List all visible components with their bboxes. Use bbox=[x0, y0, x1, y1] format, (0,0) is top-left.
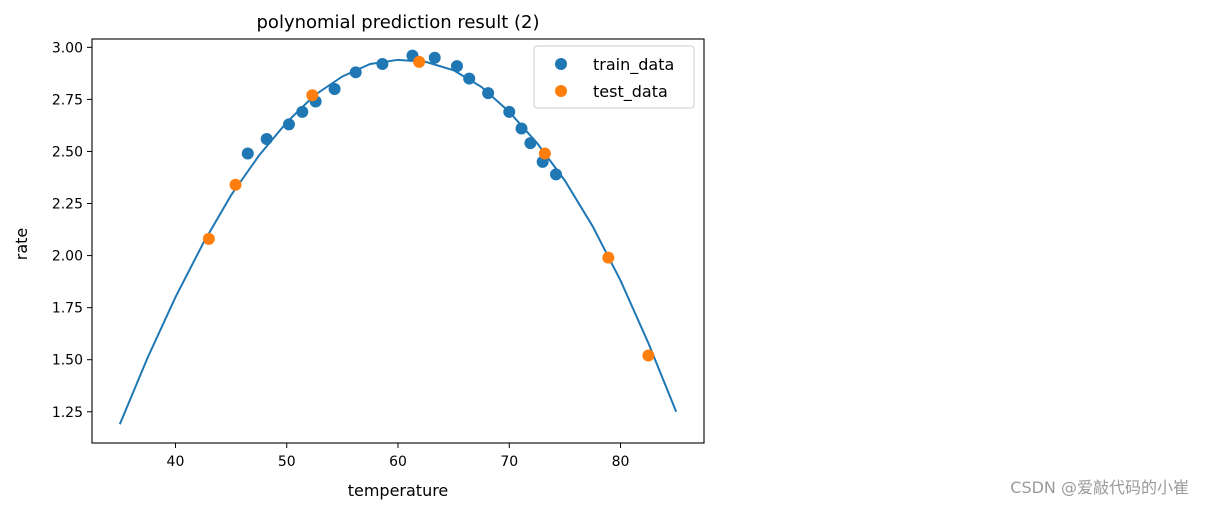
legend-marker-train bbox=[555, 58, 567, 70]
legend-label-test: test_data bbox=[593, 82, 668, 102]
train-data-point bbox=[503, 105, 516, 118]
test-data-point bbox=[202, 232, 215, 245]
train-data-point bbox=[349, 66, 362, 79]
y-tick-label: 2.00 bbox=[52, 249, 83, 265]
x-tick-label: 50 bbox=[278, 454, 296, 470]
legend-marker-test bbox=[555, 85, 567, 97]
train-data-point bbox=[463, 72, 476, 85]
train-data-point bbox=[482, 87, 495, 100]
train-data-point bbox=[241, 147, 254, 160]
y-tick-label: 1.25 bbox=[52, 405, 83, 421]
y-tick-label: 1.50 bbox=[52, 353, 83, 369]
train-data-point bbox=[376, 57, 389, 70]
test-data-point bbox=[602, 251, 615, 264]
test-data-point bbox=[229, 178, 242, 191]
train-data-point bbox=[296, 105, 309, 118]
y-axis-label: rate bbox=[12, 228, 31, 261]
legend-label-train: train_data bbox=[593, 55, 674, 75]
x-tick-label: 80 bbox=[612, 454, 630, 470]
y-tick-label: 2.75 bbox=[52, 92, 83, 108]
test-data-point bbox=[306, 89, 319, 102]
x-tick-label: 70 bbox=[500, 454, 518, 470]
y-tick-label: 2.25 bbox=[52, 197, 83, 213]
train-data-point bbox=[282, 118, 295, 131]
y-axis-ticks: 1.25 1.50 1.75 2.00 2.25 2.50 2.75 3.00 bbox=[52, 40, 92, 421]
y-tick-label: 2.50 bbox=[52, 144, 83, 160]
y-tick-label: 1.75 bbox=[52, 301, 83, 317]
test-data-point bbox=[413, 55, 426, 68]
fit-curve-layer bbox=[118, 58, 678, 425]
watermark: CSDN @爱敲代码的小崔 bbox=[1010, 478, 1189, 497]
test-data-point bbox=[538, 147, 551, 160]
train-data-point bbox=[328, 82, 341, 95]
scatter-points-layer bbox=[202, 49, 655, 362]
train-data-point bbox=[260, 132, 273, 145]
chart-title: polynomial prediction result (2) bbox=[257, 12, 540, 33]
x-tick-label: 60 bbox=[389, 454, 407, 470]
legend-frame bbox=[533, 45, 695, 109]
x-axis-label: temperature bbox=[348, 481, 449, 500]
x-tick-label: 40 bbox=[167, 454, 185, 470]
x-axis-ticks: 40 50 60 70 80 bbox=[167, 443, 630, 470]
train-data-point bbox=[550, 168, 563, 181]
legend: train_data test_data bbox=[533, 45, 695, 109]
train-data-point bbox=[428, 51, 441, 64]
fit-curve-line bbox=[118, 58, 678, 425]
test-data-point bbox=[642, 349, 655, 362]
train-data-point bbox=[524, 137, 537, 150]
train-data-point bbox=[515, 122, 528, 135]
y-tick-label: 3.00 bbox=[52, 40, 83, 56]
train-data-point bbox=[450, 60, 463, 73]
